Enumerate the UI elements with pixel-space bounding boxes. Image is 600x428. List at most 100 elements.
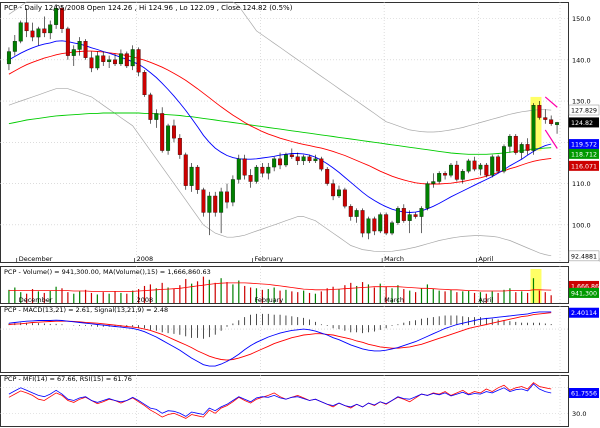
volume-bar	[497, 292, 499, 303]
candle-down	[124, 53, 129, 67]
candle-up	[395, 208, 400, 223]
candle-up	[166, 125, 171, 151]
volume-bar	[521, 291, 523, 303]
volume-x-tick-labels: December2008FebruaryMarchAprilMay	[19, 296, 494, 304]
candle-up	[431, 181, 436, 184]
price-y-tick-labels: 150.0 140.0 130.0 110.0 100.0	[572, 15, 591, 229]
candle-down	[543, 117, 548, 120]
volume-bar	[532, 278, 535, 303]
header-low-label: Lo	[180, 4, 188, 12]
candle-down	[195, 166, 200, 190]
candle-down	[24, 22, 29, 32]
candle-up	[354, 210, 359, 217]
volume-bar	[308, 292, 311, 303]
candle-down	[242, 158, 247, 176]
candle-down	[443, 173, 448, 176]
volume-bar	[143, 285, 146, 303]
volume-bars	[8, 276, 552, 303]
ma-red-badge: 116.071	[571, 163, 597, 170]
volume-bar	[391, 288, 393, 303]
volume-ma-line	[8, 282, 552, 292]
candle-down	[83, 41, 88, 58]
price-x-tick-label: 2008	[137, 255, 154, 263]
volume-bar	[338, 289, 340, 303]
candle-up	[507, 135, 512, 147]
volume-bar	[255, 288, 258, 303]
upper-band-line	[8, 1, 552, 133]
candle-up	[154, 113, 159, 120]
volume-bar	[479, 292, 482, 303]
candle-up	[95, 55, 100, 69]
volume-bar	[185, 278, 187, 303]
candle-up	[71, 49, 76, 56]
volume-bar	[37, 291, 40, 303]
candle-down	[484, 164, 489, 176]
volume-bar	[96, 294, 98, 303]
volume-bar	[503, 289, 505, 303]
price-right-badges: 127.829 124.82 119.572 118.712 116.071 92.488…	[568, 104, 600, 262]
price-markers	[544, 96, 558, 149]
price-x-tick-label: December	[19, 255, 53, 263]
volume-bar	[84, 289, 87, 303]
candle-up	[478, 164, 483, 170]
candle-down	[454, 164, 459, 180]
candle-up	[230, 179, 235, 203]
mfi-rsi-right-badges: 61.7556	[569, 388, 599, 399]
candle-down	[384, 214, 389, 234]
volume-bar	[332, 286, 334, 303]
candle-up	[313, 158, 318, 162]
candle-down	[160, 113, 165, 151]
candle-up	[366, 218, 371, 234]
volume-badge-bg	[569, 287, 599, 298]
mfi-rsi-y-tick: 30.0	[572, 410, 586, 418]
price-x-tick-labels: December2008FebruaryMarchAprilMay	[16, 255, 600, 263]
candle-up	[254, 166, 259, 182]
volume-bar	[285, 289, 287, 303]
candle-down	[225, 191, 229, 203]
rsi-badge-bg	[569, 388, 599, 399]
volume-bar	[367, 284, 370, 303]
candle-up	[337, 189, 341, 197]
wedge-upper-marker	[544, 96, 558, 108]
candle-up	[189, 166, 194, 186]
mfi-rsi-y-tick-labels: 30.0	[572, 410, 586, 418]
volume-bar	[14, 287, 16, 303]
candle-up	[419, 208, 424, 217]
candle-up	[407, 214, 412, 221]
volume-bar	[49, 290, 51, 303]
candle-up	[466, 160, 471, 172]
volume-bar	[273, 287, 275, 303]
header-low: 122.09	[190, 4, 215, 12]
price-x-tick-label: February	[254, 255, 283, 263]
candle-up	[272, 158, 277, 168]
header-open: 124.26	[108, 4, 133, 12]
price-gridlines	[0, 2, 568, 262]
candle-down	[325, 168, 330, 184]
candle-up	[390, 222, 395, 234]
volume-bar	[344, 285, 346, 303]
ma-green-line	[8, 112, 552, 155]
volume-highlight-rect	[530, 269, 542, 303]
candle-up	[77, 41, 82, 50]
rsi-badge: 61.7556	[571, 391, 597, 398]
candle-up	[283, 154, 288, 166]
volume-bar	[356, 285, 358, 303]
volume-bar	[526, 292, 529, 303]
volume-bar	[426, 284, 428, 303]
candle-up	[236, 158, 241, 180]
volume-bar	[385, 286, 387, 303]
candle-down	[278, 158, 283, 166]
volume-bar	[550, 295, 552, 303]
candle-up	[130, 49, 135, 67]
candle-up	[207, 195, 212, 213]
candle-up	[531, 105, 536, 151]
volume-bar	[214, 282, 216, 303]
candle-up	[448, 164, 453, 176]
volume-bar	[397, 285, 399, 303]
volume-bar	[432, 289, 434, 303]
volume-bar	[232, 284, 234, 303]
volume-ma-badge-bg	[569, 280, 599, 291]
candle-down	[213, 195, 218, 213]
candle-up	[18, 22, 23, 42]
